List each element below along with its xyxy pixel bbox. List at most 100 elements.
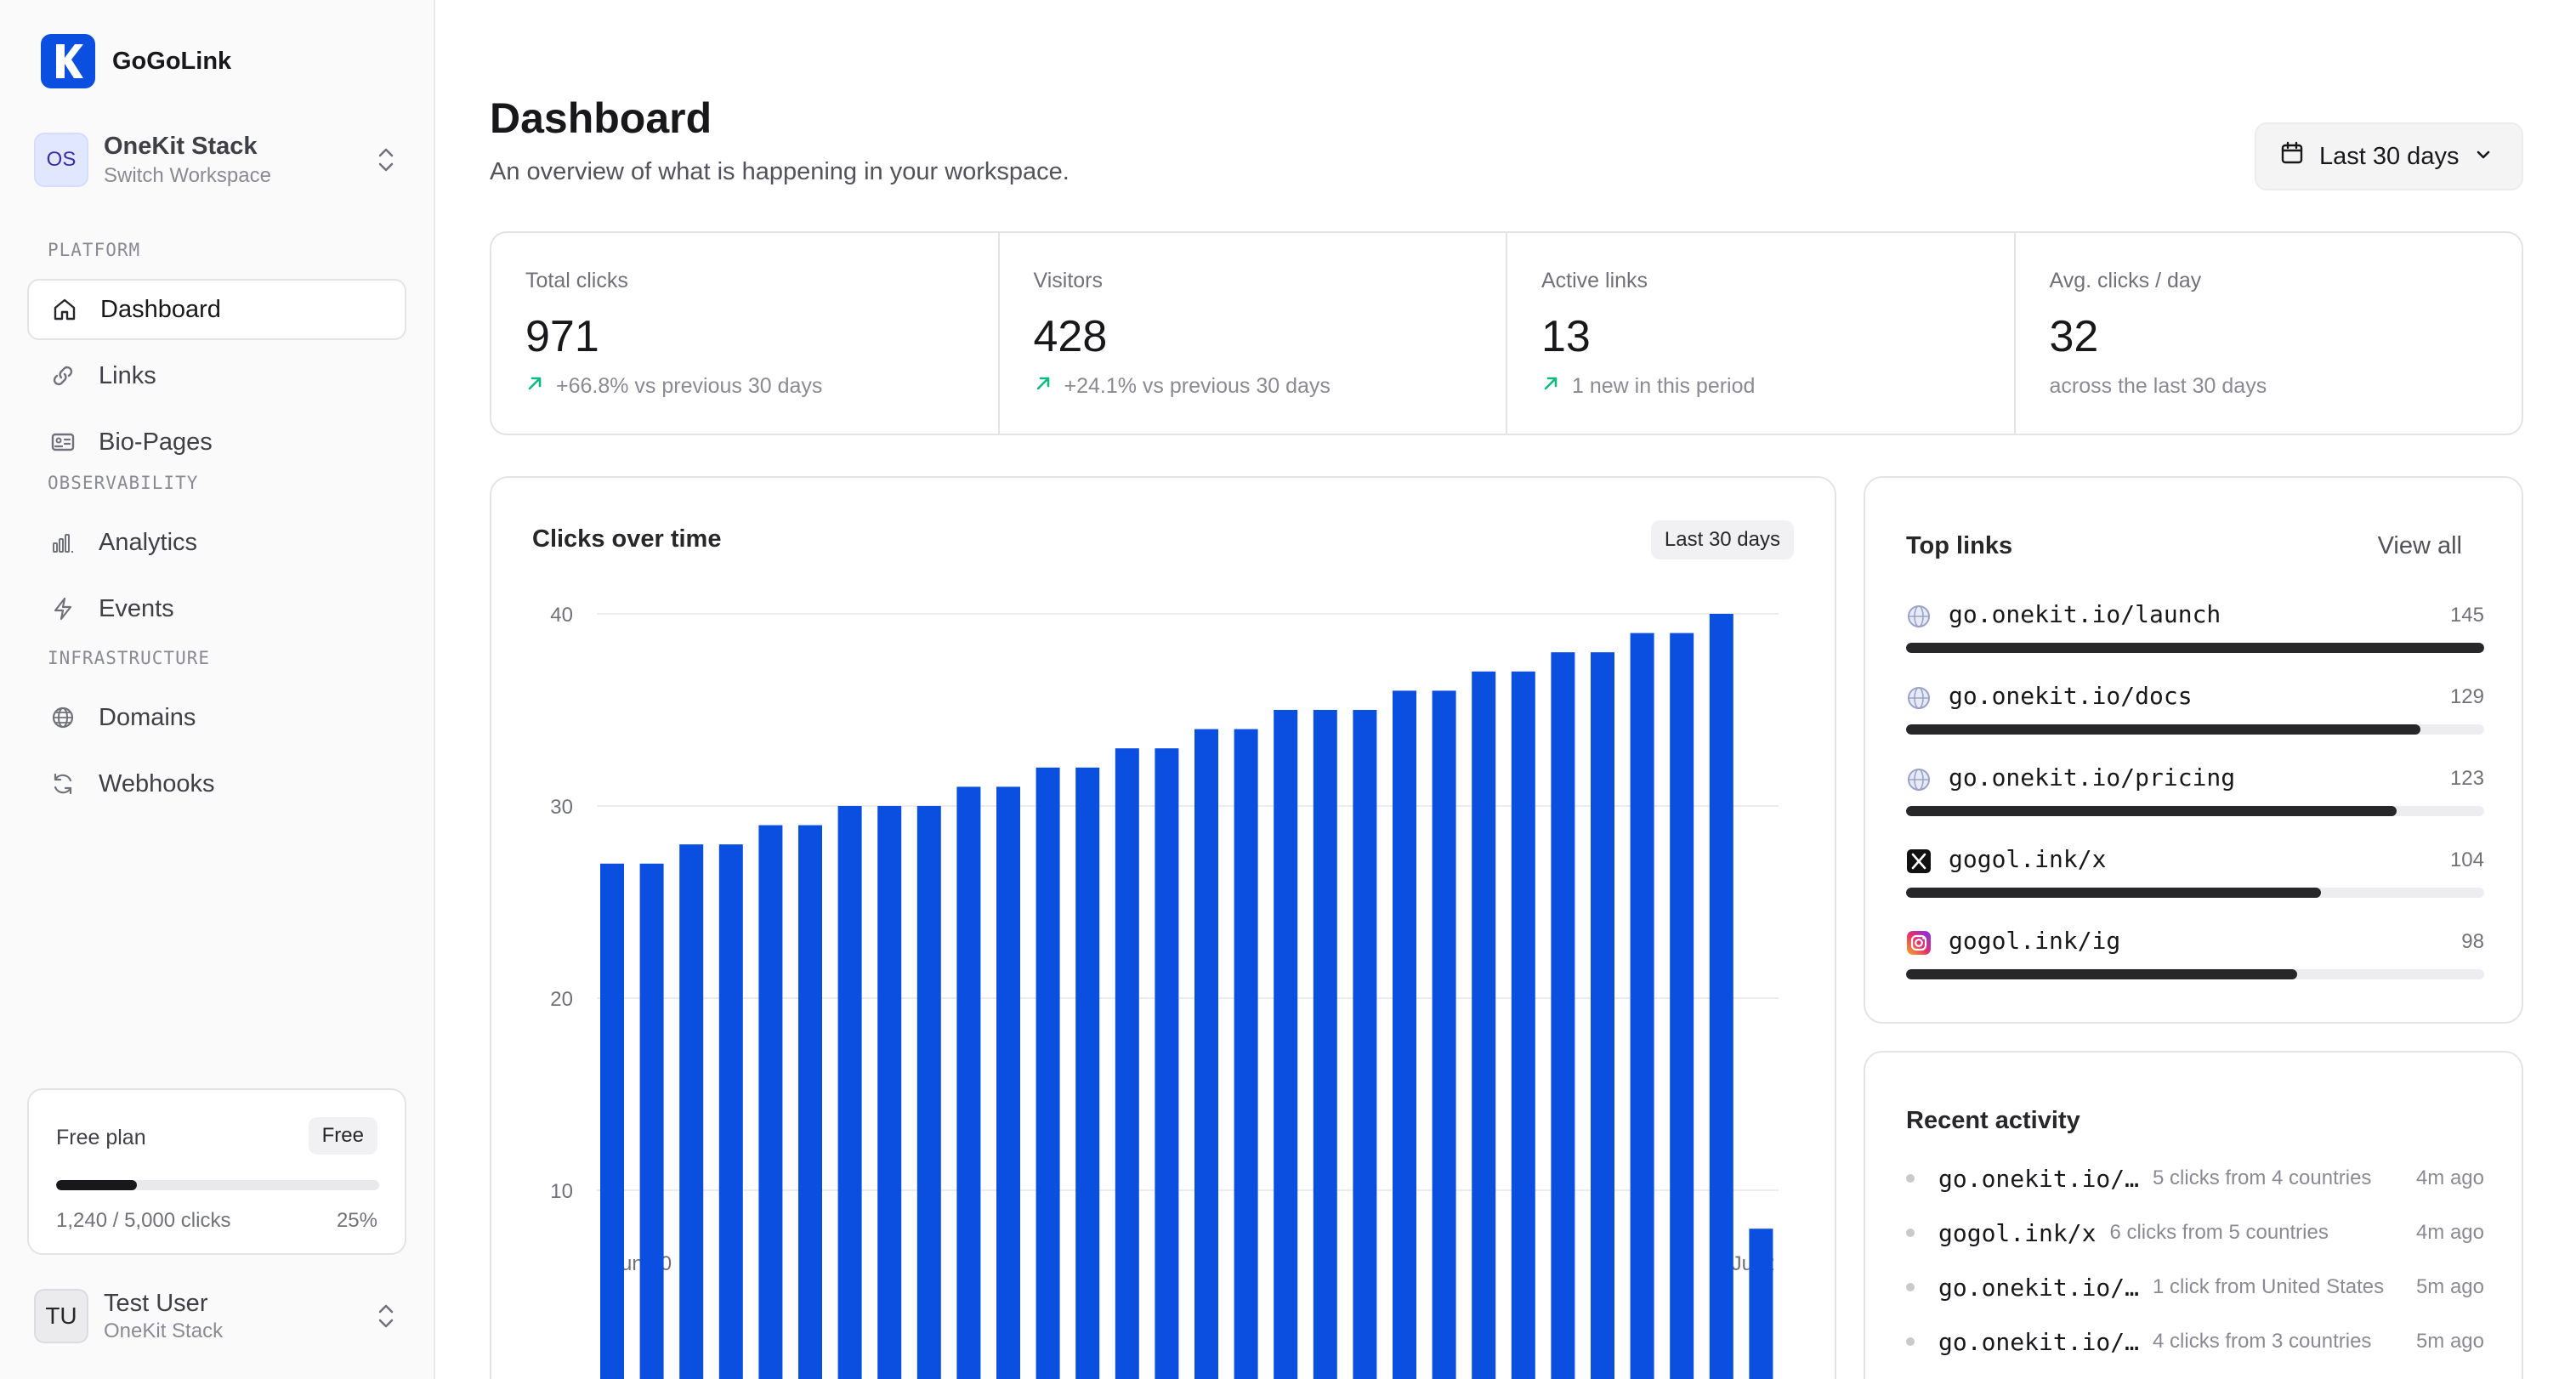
chart-bar[interactable] (798, 825, 822, 1379)
top-link-bar-fill (1906, 806, 2397, 816)
activity-row[interactable]: go.onekit.io/… 4 clicks from 3 countries 5… (1906, 1325, 2484, 1359)
top-link-bar-fill (1906, 969, 2297, 979)
chart-bar[interactable] (1630, 633, 1654, 1379)
activity-time: 4m ago (2415, 1221, 2484, 1244)
globe-icon (49, 704, 77, 731)
chart-bar[interactable] (1511, 671, 1535, 1379)
workspace-switcher[interactable]: OS OneKit Stack Switch Workspace (34, 129, 405, 190)
chart-bar[interactable] (1036, 767, 1060, 1379)
top-link-row[interactable]: gogol.ink/ig 98 (1906, 925, 2484, 985)
x-logo-icon (1906, 848, 1932, 874)
top-link-name: go.onekit.io/docs (1949, 682, 2193, 710)
top-link-count: 104 (2449, 848, 2484, 871)
instagram-icon (1906, 930, 1932, 956)
brand-logo-icon (41, 34, 95, 88)
sidebar-item-label: Webhooks (99, 769, 215, 797)
trend-up-icon (1541, 374, 1560, 399)
top-link-name: gogol.ink/ig (1949, 927, 2121, 955)
refresh-icon (49, 770, 77, 797)
chart-bar[interactable] (1393, 690, 1416, 1379)
user-avatar: TU (34, 1289, 88, 1343)
stat-note: +24.1% vs previous 30 days (1034, 374, 1331, 399)
bar-chart-icon (49, 529, 77, 556)
top-link-row[interactable]: go.onekit.io/docs 129 (1906, 680, 2484, 740)
sidebar-item-links[interactable]: Links (27, 345, 406, 406)
chart-bar[interactable] (1670, 633, 1694, 1379)
plan-card[interactable]: Free plan Free 1,240 / 5,000 clicks 25% (27, 1088, 406, 1255)
stat-note: +66.8% vs previous 30 days (525, 374, 822, 399)
sidebar-item-bio-pages[interactable]: Bio-Pages (27, 411, 406, 473)
chart-bar[interactable] (1472, 671, 1496, 1379)
chart-bar[interactable] (837, 806, 862, 1379)
chart-bar[interactable] (1274, 710, 1298, 1379)
chart-bar[interactable] (600, 863, 624, 1379)
chart-bar[interactable] (1353, 710, 1377, 1379)
top-link-name: go.onekit.io/pricing (1949, 763, 2236, 792)
recent-activity-title: Recent activity (1906, 1107, 2080, 1134)
stat-note: across the last 30 days (2050, 374, 2267, 399)
chart-bar[interactable] (1075, 767, 1100, 1379)
activity-dot (1906, 1337, 1915, 1346)
chart-bar[interactable] (877, 806, 902, 1379)
top-link-count: 129 (2449, 685, 2484, 708)
sidebar: GoGoLink OS OneKit Stack Switch Workspac… (0, 0, 435, 1379)
activity-description: 5 clicks from 4 countries (2153, 1166, 2372, 1189)
top-link-row[interactable]: go.onekit.io/launch 145 (1906, 599, 2484, 658)
top-links-title: Top links (1906, 532, 2013, 559)
view-all-link[interactable]: View all (2377, 532, 2462, 559)
clicks-bar-chart: Jul 2Jun 3040302010 (550, 604, 1779, 1379)
stat-visitors: Visitors 428 +24.1% vs previous 30 days (1000, 233, 1507, 434)
top-link-bar (1906, 643, 2484, 653)
chart-bar[interactable] (758, 825, 783, 1379)
plan-usage-fill (56, 1180, 137, 1190)
sidebar-item-webhooks[interactable]: Webhooks (27, 753, 406, 814)
top-link-count: 98 (2461, 930, 2484, 953)
chart-bar[interactable] (718, 844, 743, 1379)
trend-up-icon (525, 374, 544, 399)
chart-bar[interactable] (996, 786, 1020, 1379)
user-name: Test User (104, 1289, 208, 1317)
top-link-row[interactable]: gogol.ink/x 104 (1906, 843, 2484, 903)
chart-bar[interactable] (1194, 729, 1218, 1379)
sidebar-item-dashboard[interactable]: Dashboard (27, 279, 406, 340)
chart-bar[interactable] (1709, 614, 1733, 1379)
activity-link: go.onekit.io/… (1938, 1273, 2140, 1302)
chart-bar[interactable] (916, 806, 941, 1379)
chart-bar[interactable] (1313, 710, 1337, 1379)
top-link-row[interactable]: go.onekit.io/pricing 123 (1906, 762, 2484, 821)
top-link-bar (1906, 724, 2484, 735)
workspace-avatar: OS (34, 133, 88, 187)
chart-bar[interactable] (1155, 748, 1179, 1379)
stat-note-text: +24.1% vs previous 30 days (1064, 374, 1331, 398)
chart-bar[interactable] (679, 844, 704, 1379)
sidebar-item-events[interactable]: Events (27, 578, 406, 639)
sidebar-item-label: Links (99, 361, 156, 389)
sidebar-item-analytics[interactable]: Analytics (27, 512, 406, 573)
chart-bar[interactable] (1115, 748, 1139, 1379)
chart-bar[interactable] (1234, 729, 1258, 1379)
user-menu[interactable]: TU Test User OneKit Stack (34, 1285, 405, 1347)
chart-bar[interactable] (1749, 1229, 1773, 1379)
stat-label: Total clicks (525, 269, 628, 292)
activity-row[interactable]: gogol.ink/x 6 clicks from 5 countries 4m a… (1906, 1216, 2484, 1250)
trend-up-icon (1034, 374, 1053, 399)
activity-row[interactable]: go.onekit.io/… 1 click from United States… (1906, 1270, 2484, 1304)
sidebar-item-domains[interactable]: Domains (27, 687, 406, 748)
chevron-down-icon (2474, 143, 2493, 171)
activity-dot (1906, 1283, 1915, 1291)
chart-bar[interactable] (639, 863, 664, 1379)
globe-icon (1906, 767, 1932, 792)
activity-row[interactable]: go.onekit.io/… 5 clicks from 4 countries 4… (1906, 1161, 2484, 1195)
stat-total-clicks: Total clicks 971 +66.8% vs previous 30 d… (491, 233, 1000, 434)
top-link-bar (1906, 969, 2484, 979)
chart-bar[interactable] (1432, 690, 1456, 1379)
home-icon (51, 296, 78, 323)
chart-bar[interactable] (1551, 652, 1575, 1379)
chart-bar[interactable] (956, 786, 981, 1379)
clicks-chart-card: Jul 2Jun 3040302010 Clicks over time Las… (490, 476, 1836, 1379)
date-range-select[interactable]: Last 30 days (2255, 122, 2523, 190)
brand[interactable]: GoGoLink (41, 34, 231, 88)
chart-bar[interactable] (1591, 652, 1614, 1379)
bolt-icon (49, 595, 77, 622)
workspace-subtitle: Switch Workspace (104, 163, 271, 187)
